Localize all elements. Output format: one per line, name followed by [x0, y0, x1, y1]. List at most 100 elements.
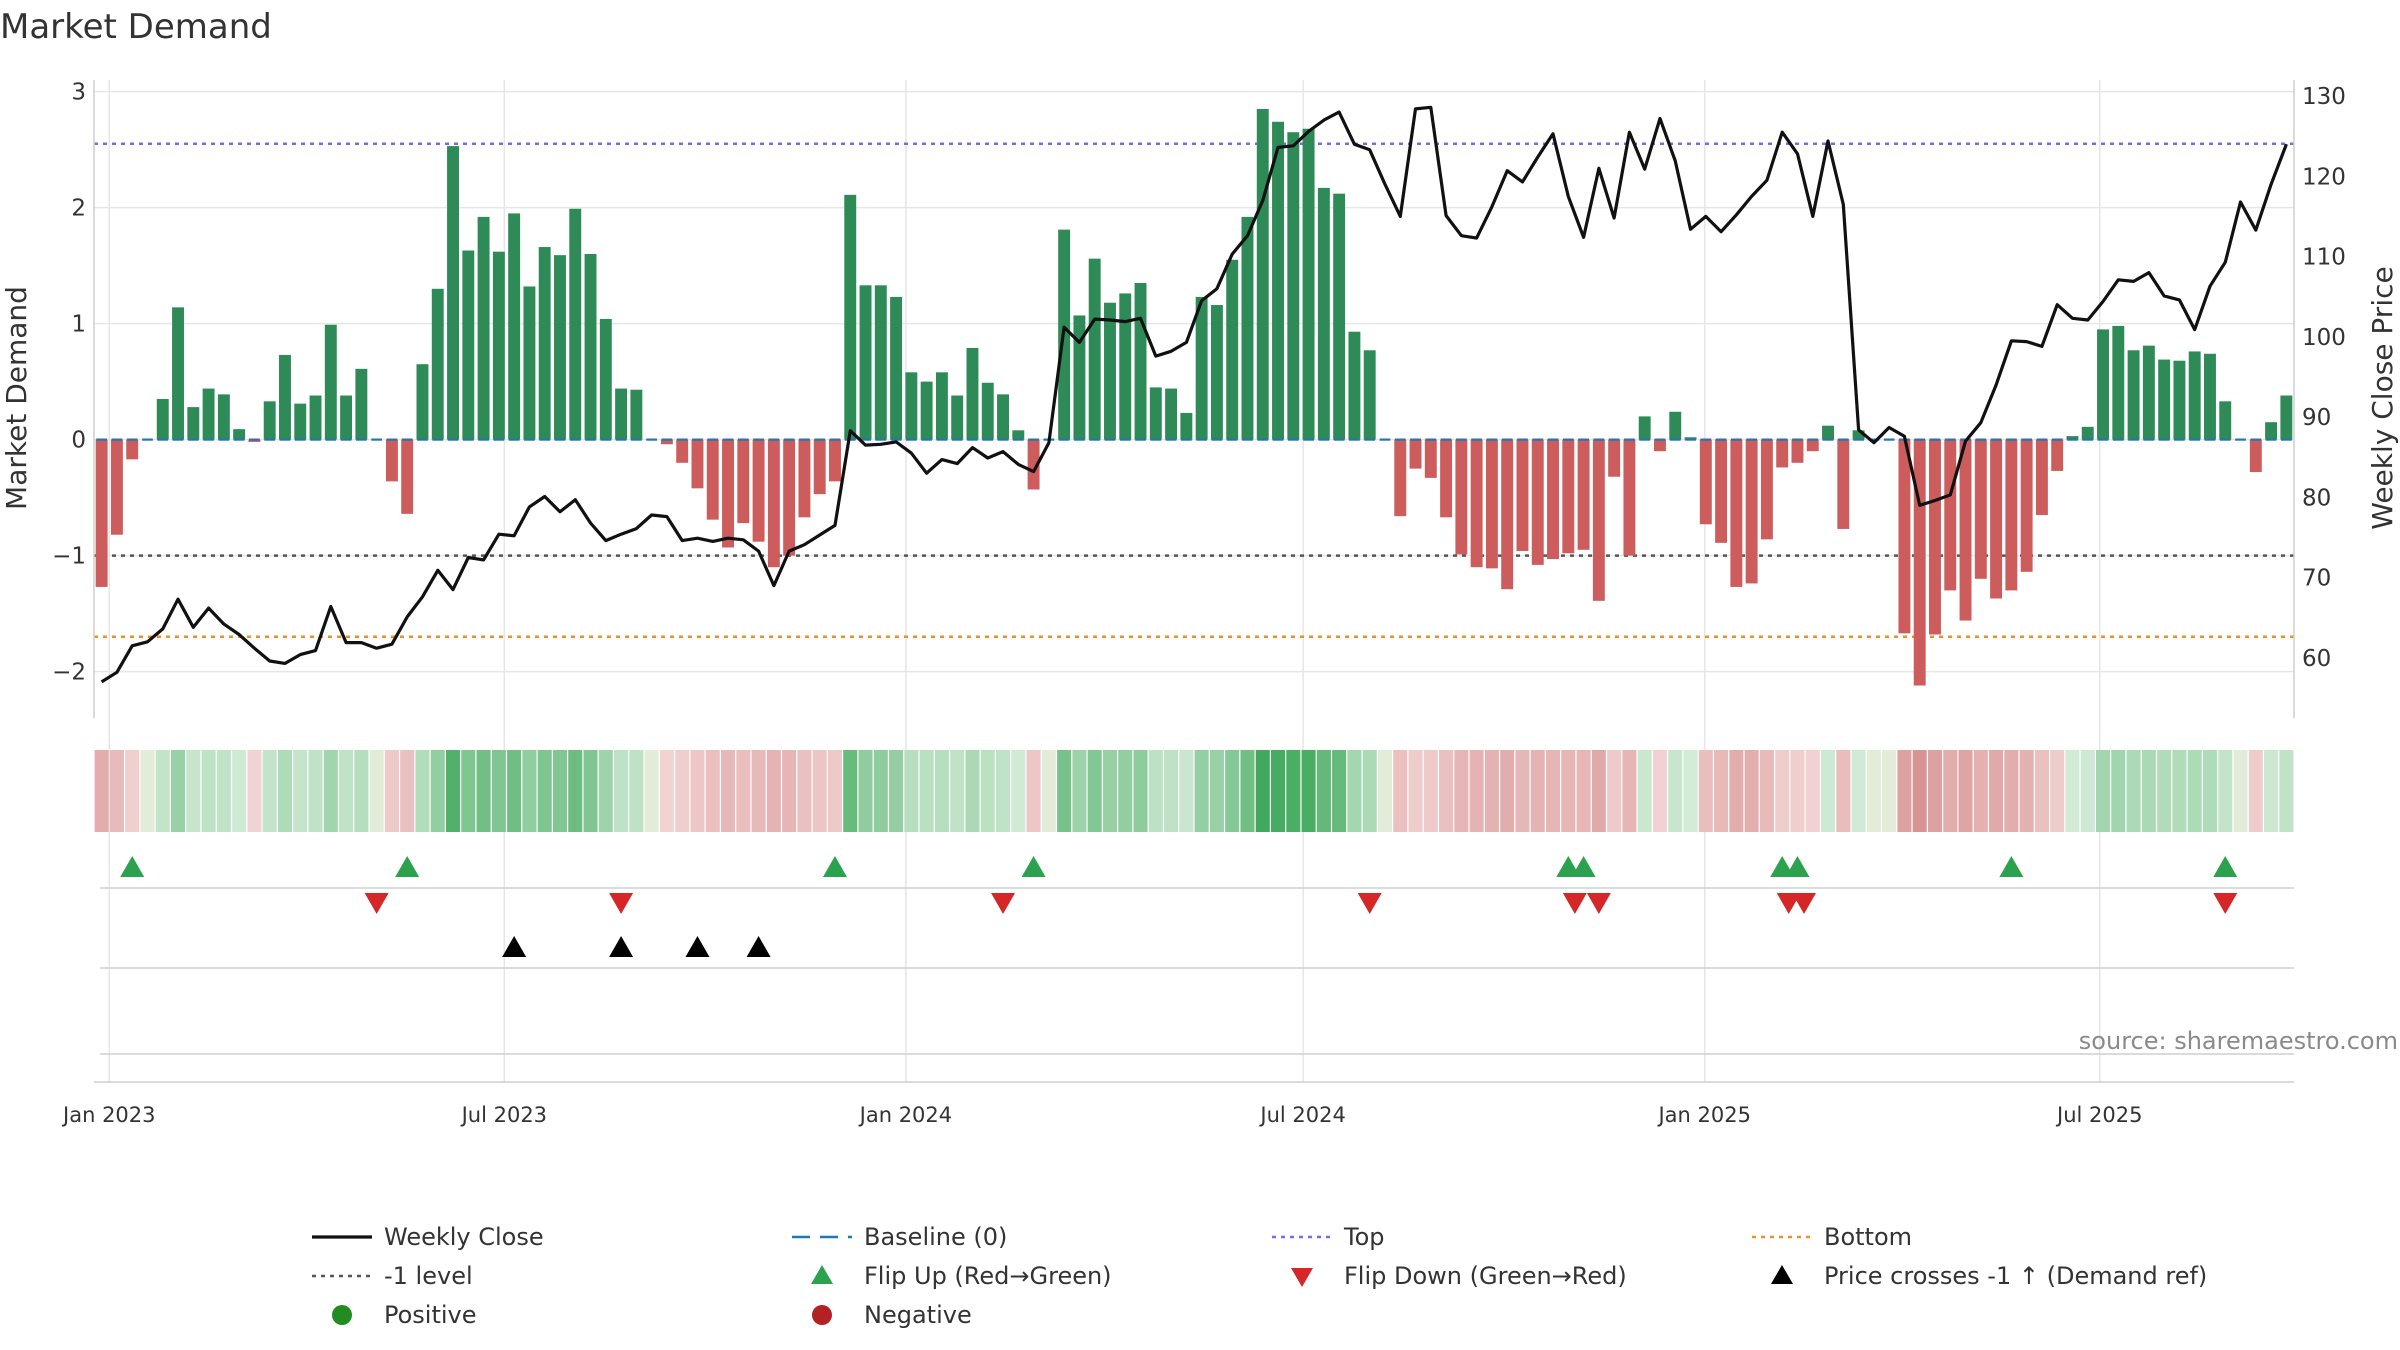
heat-cell	[1072, 750, 1087, 832]
x-tick-label: Jul 2024	[1258, 1103, 1345, 1127]
demand-bar	[1210, 305, 1223, 440]
demand-bar	[2188, 351, 2201, 440]
heat-cell	[797, 750, 812, 832]
demand-bar	[1149, 387, 1162, 440]
y2-tick-label: 120	[2302, 164, 2346, 190]
demand-bar	[2204, 353, 2216, 440]
demand-bar	[844, 194, 857, 440]
flip-down-marker	[1562, 893, 1587, 914]
demand-bar	[2066, 436, 2079, 440]
heat-cell	[1011, 750, 1026, 832]
reference-lines	[94, 142, 2294, 639]
heat-cell	[1683, 750, 1698, 832]
demand-bar	[1287, 132, 1300, 440]
demand-bar	[1699, 439, 1712, 525]
demand-bar	[2265, 422, 2278, 440]
heat-cell	[995, 750, 1011, 832]
demand-bar	[1959, 439, 1972, 621]
demand-bar	[1608, 439, 1621, 477]
heat-cell	[277, 750, 293, 832]
source-note: source: sharemaestro.com	[2079, 1027, 2398, 1055]
legend-label: Negative	[864, 1301, 972, 1329]
y2-axis-label: Weekly Close Price	[2366, 266, 2399, 529]
heat-cell	[2202, 750, 2218, 832]
heat-cell	[583, 750, 598, 832]
heat-cell	[216, 750, 231, 832]
demand-bar	[156, 399, 169, 440]
demand-bar	[1516, 439, 1529, 551]
heat-cell	[1866, 750, 1881, 832]
demand-bar	[2097, 329, 2109, 440]
demand-bar	[2173, 360, 2186, 440]
demand-bar	[874, 285, 887, 440]
heat-cell	[629, 750, 644, 832]
y-tick-label: −1	[52, 544, 86, 570]
heat-cell	[170, 750, 186, 832]
y2-tick-label: 110	[2302, 245, 2346, 271]
flip-up-marker	[1999, 856, 2024, 877]
demand-bar	[2081, 426, 2094, 440]
heat-cell	[1270, 750, 1286, 832]
demand-bar	[538, 247, 551, 440]
demand-bar	[935, 372, 948, 440]
heat-cell	[889, 750, 904, 832]
demand-bar	[1501, 439, 1514, 590]
legend-label: Flip Down (Green→Red)	[1344, 1262, 1627, 1290]
demand-bar	[431, 288, 444, 440]
heat-cell	[1652, 750, 1668, 832]
heat-cell	[2248, 750, 2263, 832]
price-cross-marker	[685, 936, 710, 957]
demand-bar	[447, 146, 459, 440]
demand-bar	[905, 372, 918, 440]
heat-cell	[873, 750, 888, 832]
heat-cell	[109, 750, 124, 832]
heat-cell	[919, 750, 934, 832]
heat-cell	[552, 750, 568, 832]
demand-bar	[737, 439, 750, 524]
demand-bar	[1088, 258, 1101, 440]
heat-cell	[659, 750, 674, 832]
demand-bar	[309, 395, 322, 440]
demand-bar	[691, 439, 704, 489]
heat-cell	[155, 750, 170, 832]
heat-cell	[247, 750, 262, 832]
heat-cell	[232, 750, 247, 832]
y2-tick-label: 90	[2302, 405, 2331, 431]
heat-cell	[2095, 750, 2111, 832]
demand-bar	[966, 347, 979, 440]
heat-cell	[1775, 750, 1790, 832]
flip-down-marker	[991, 893, 1016, 914]
heat-cell	[720, 750, 736, 832]
demand-bar	[660, 439, 673, 445]
demand-bar	[1669, 411, 1682, 440]
flip-down-marker	[1586, 893, 1611, 914]
heat-cell	[751, 750, 766, 832]
heat-cell	[1897, 750, 1912, 832]
heat-cell	[1500, 750, 1515, 832]
legend-label: Top	[1343, 1223, 1385, 1251]
heat-cell	[369, 750, 384, 832]
y2-tick-label: 100	[2302, 325, 2346, 351]
legend-label: Flip Up (Red→Green)	[864, 1262, 1112, 1290]
demand-bar	[233, 429, 246, 440]
demand-bar	[2035, 439, 2048, 515]
x-tick-labels: Jan 2023 Jul 2023 Jan 2024 Jul 2024 Jan 2025…	[61, 1103, 2142, 1127]
flip-up-marker	[395, 856, 420, 877]
heat-cell	[1087, 750, 1102, 832]
heat-cell	[201, 750, 216, 832]
heat-cell	[934, 750, 949, 832]
demand-bar	[492, 251, 505, 440]
heat-cell	[1912, 750, 1927, 832]
heat-cell	[461, 750, 476, 832]
heat-cell	[1102, 750, 1118, 832]
heat-cell	[430, 750, 445, 832]
demand-bar	[584, 254, 597, 440]
heat-cell	[293, 750, 308, 832]
legend-marker	[811, 1265, 833, 1284]
heat-cell	[1133, 750, 1148, 832]
heat-cell	[812, 750, 827, 832]
heat-cell	[690, 750, 705, 832]
heat-cell	[1515, 750, 1530, 832]
x-tick-label: Jul 2023	[460, 1103, 547, 1127]
